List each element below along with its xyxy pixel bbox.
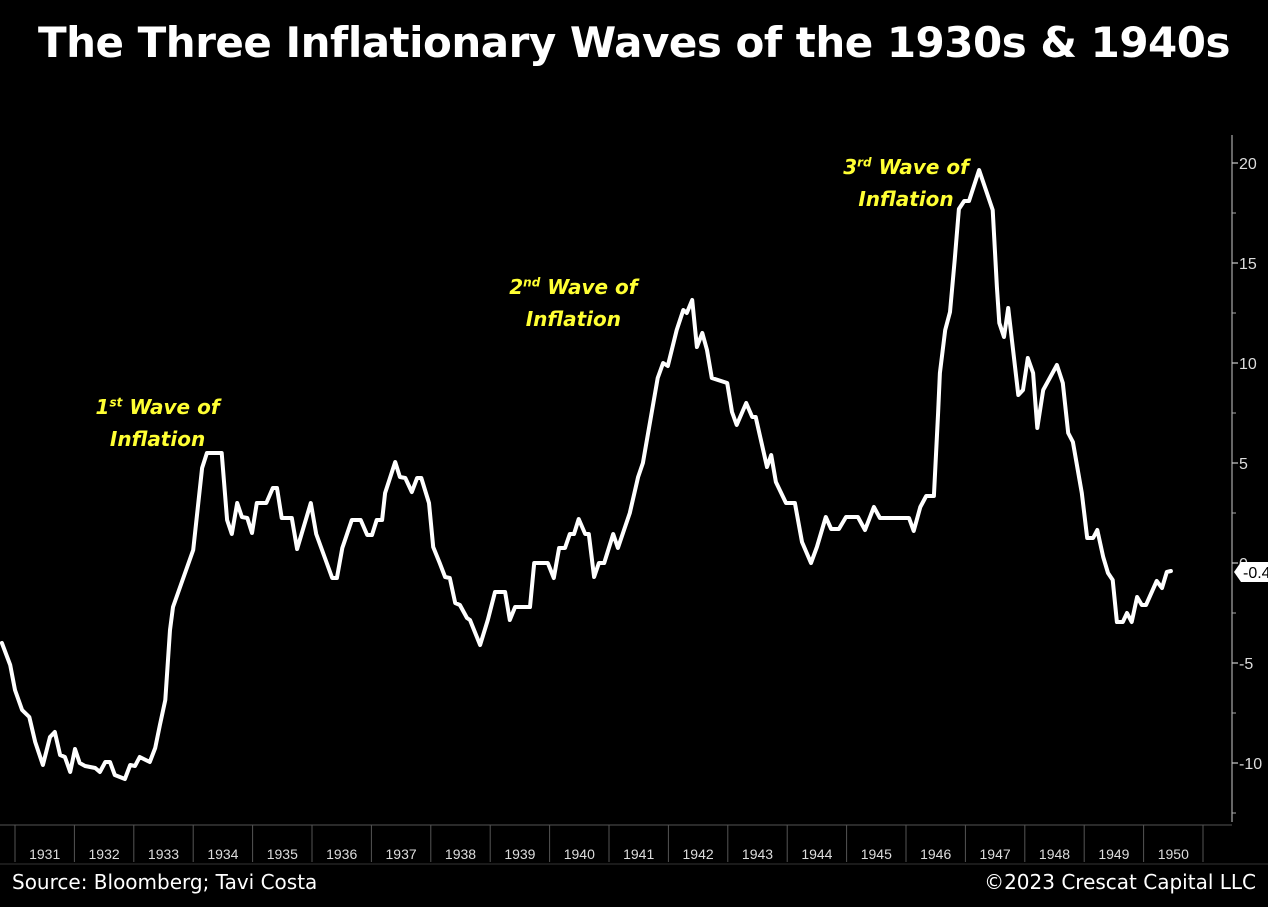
x-tick-label: 1947	[980, 846, 1011, 862]
annotation-ordinal-suffix: rd	[857, 155, 872, 170]
annotation-ordinal-suffix: nd	[523, 275, 541, 290]
annotation-ordinal: 3	[843, 155, 858, 179]
x-tick-label: 1939	[504, 846, 535, 862]
x-tick-label: 1942	[683, 846, 714, 862]
y-axis: 20151050-5-10	[1231, 135, 1262, 822]
annotation-second-wave: 2nd Wave of Inflation	[493, 271, 653, 335]
annotation-third-wave: 3rd Wave of Inflation	[826, 151, 986, 215]
annotation-ordinal: 2	[509, 275, 524, 299]
annotation-line1: Wave of	[871, 155, 969, 179]
x-tick-label: 1940	[564, 846, 595, 862]
copyright-notice: ©2023 Crescat Capital LLC	[984, 870, 1256, 894]
x-tick-label: 1935	[267, 846, 298, 862]
y-tick-label: -10	[1239, 756, 1262, 773]
chart-title: The Three Inflationary Waves of the 1930…	[38, 18, 1230, 67]
x-tick-label: 1934	[207, 846, 238, 862]
x-tick-label: 1931	[29, 846, 60, 862]
annotation-line1: Wave of	[540, 275, 638, 299]
x-tick-label: 1937	[386, 846, 417, 862]
x-tick-label: 1950	[1158, 846, 1189, 862]
y-tick-label: 15	[1239, 256, 1257, 273]
annotation-line2: Inflation	[525, 307, 622, 331]
annotation-line1: Wave of	[122, 395, 220, 419]
annotation-line2: Inflation	[858, 187, 954, 211]
annotation-ordinal-suffix: st	[109, 395, 123, 410]
last-value-tag-shape	[1234, 562, 1268, 582]
x-tick-label: 1933	[148, 846, 179, 862]
x-tick-label: 1944	[801, 846, 832, 862]
y-tick-label: 20	[1239, 156, 1257, 173]
y-tick-label: -5	[1239, 656, 1253, 673]
source-credit: Source: Bloomberg; Tavi Costa	[12, 870, 318, 894]
last-value-tag: -0.4	[1234, 562, 1268, 582]
y-tick-label: 5	[1239, 456, 1248, 473]
x-axis: 1931 1932 1933 1934 1935 1936 1937 1938 1939 1940…	[0, 824, 1268, 865]
annotation-ordinal: 1	[95, 395, 110, 419]
x-tick-label: 1943	[742, 846, 773, 862]
y-tick-label: 10	[1239, 356, 1257, 373]
annotation-first-wave: 1st Wave of Inflation	[78, 391, 238, 455]
x-tick-label: 1948	[1039, 846, 1070, 862]
x-tick-label: 1946	[920, 846, 951, 862]
series-line	[0, 168, 1173, 781]
x-tick-label: 1945	[861, 846, 892, 862]
last-value-label: -0.4	[1243, 565, 1268, 582]
x-tick-label: 1949	[1098, 846, 1129, 862]
x-tick-label: 1938	[445, 846, 476, 862]
x-tick-label: 1936	[326, 846, 357, 862]
series-layer	[0, 168, 1173, 781]
annotation-line2: Inflation	[109, 427, 206, 451]
x-tick-label: 1941	[623, 846, 654, 862]
x-tick-label: 1932	[89, 846, 120, 862]
